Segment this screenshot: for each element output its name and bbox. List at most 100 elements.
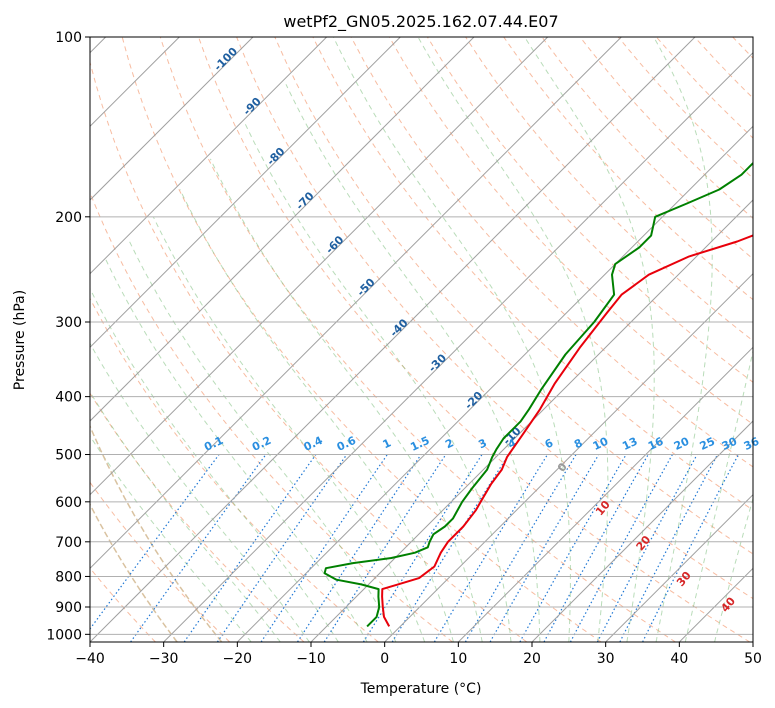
dry-adiabat-line bbox=[90, 297, 379, 642]
mixing-ratio-line bbox=[569, 454, 673, 642]
isotherm-label: -100 bbox=[211, 45, 240, 74]
moist-adiabat-line bbox=[90, 435, 252, 642]
moist-adiabat-line bbox=[332, 37, 571, 642]
mixing-ratio-line bbox=[323, 454, 447, 642]
isotherm-line bbox=[90, 37, 549, 496]
series-group bbox=[323, 161, 753, 628]
moist-adiabat-label: 20 bbox=[634, 533, 654, 553]
isotherm-label: -30 bbox=[426, 351, 449, 374]
mixing-ratio-label: 16 bbox=[646, 435, 666, 453]
y-tick-label: 700 bbox=[55, 535, 82, 551]
isotherm-label: -50 bbox=[354, 275, 377, 298]
isotherm-line bbox=[163, 51, 753, 642]
y-tick-label: 800 bbox=[55, 569, 82, 585]
moist-adiabat-line bbox=[152, 216, 426, 642]
mixing-ratio-label: 0.2 bbox=[250, 434, 273, 454]
mixing-ratio-line bbox=[519, 454, 627, 642]
dry-adiabat-line bbox=[121, 37, 602, 642]
dry-adiabat-line bbox=[0, 37, 7, 642]
dewpoint-profile-line bbox=[323, 161, 753, 628]
mixing-ratio-line bbox=[90, 454, 220, 630]
isotherm-label: -60 bbox=[323, 233, 346, 256]
mixing-ratio-line bbox=[489, 454, 600, 642]
dry-adiabat-line bbox=[90, 567, 156, 642]
moist-adiabat-label: 30 bbox=[674, 569, 694, 589]
grid bbox=[90, 37, 753, 642]
y-tick-label: 500 bbox=[55, 448, 82, 464]
x-tick-label: 50 bbox=[744, 651, 762, 667]
isoline-labels: -100-90-80-70-60-50-40-30-20-100.1 0.2 0.4… bbox=[202, 45, 761, 615]
plot-frame bbox=[89, 36, 754, 643]
isotherm-line bbox=[90, 37, 401, 349]
mixing-ratio-label: 20 bbox=[672, 435, 692, 453]
isotherm-line bbox=[90, 37, 696, 642]
moist-adiabat-line bbox=[209, 158, 483, 642]
dry-adiabat-line bbox=[732, 37, 753, 59]
mixing-ratio-label: 13 bbox=[620, 435, 639, 453]
chart-title: wetPf2_GN05.2025.162.07.44.E07 bbox=[283, 12, 558, 32]
y-tick-label: 200 bbox=[55, 210, 82, 226]
moist-adiabat-line bbox=[90, 342, 310, 642]
moist-adiabat-line bbox=[524, 37, 655, 642]
y-tick-label: 300 bbox=[55, 315, 82, 331]
mixing-ratio-line bbox=[464, 454, 577, 642]
x-tick-label: 40 bbox=[670, 651, 688, 667]
isotherm-line bbox=[678, 567, 753, 642]
isotherm-line bbox=[236, 125, 753, 642]
moist-adiabat-line bbox=[129, 241, 397, 642]
y-tick-label: 600 bbox=[55, 495, 82, 511]
isotherm-line bbox=[90, 37, 254, 201]
isotherm-label: -70 bbox=[293, 189, 316, 212]
isotherm-label: -40 bbox=[387, 316, 410, 339]
mixing-ratio-label: 6 bbox=[543, 436, 556, 451]
isotherm-label: -80 bbox=[264, 145, 287, 168]
mixing-ratio-label: 0.4 bbox=[302, 434, 325, 454]
y-tick-label: 400 bbox=[55, 390, 82, 406]
dry-adiabat-line bbox=[90, 191, 453, 642]
isotherm-line bbox=[752, 641, 753, 642]
moist-adiabat-label: 40 bbox=[718, 594, 738, 614]
dry-adiabat-line bbox=[541, 37, 753, 260]
y-tick-label: 100 bbox=[55, 30, 82, 46]
isotherm-line bbox=[531, 420, 753, 642]
moist-adiabat-line bbox=[653, 37, 713, 642]
mixing-ratio-line bbox=[216, 454, 348, 642]
isotherm-line bbox=[90, 37, 622, 570]
x-tick-label: −10 bbox=[296, 651, 326, 667]
y-tick-label: 900 bbox=[55, 600, 82, 616]
mixing-ratio-line bbox=[260, 454, 388, 642]
mixing-ratio-label: 36 bbox=[742, 435, 762, 453]
mixing-ratio-label: 10 bbox=[591, 435, 611, 453]
isotherm-line bbox=[310, 199, 753, 642]
moist-adiabat-line bbox=[684, 348, 753, 642]
dry-adiabat-line bbox=[426, 37, 753, 383]
isotherm-line bbox=[457, 346, 753, 642]
x-tick-label: −30 bbox=[149, 651, 179, 667]
x-tick-label: −20 bbox=[223, 651, 253, 667]
mixing-ratio-label: 25 bbox=[698, 435, 717, 453]
moist-adiabat-label: 0 bbox=[555, 460, 570, 474]
dry-adiabat-line bbox=[90, 481, 231, 642]
dry-adiabat-line bbox=[90, 60, 528, 642]
mixing-ratio-line bbox=[619, 454, 719, 642]
moist-adiabat-line bbox=[90, 391, 281, 642]
isotherm-label: -90 bbox=[241, 95, 264, 118]
dry-adiabat-line bbox=[388, 37, 753, 425]
background-lines bbox=[0, 37, 753, 642]
x-axis: −40 −30 −20 −10 0 10 20 30 40 50 bbox=[75, 642, 762, 667]
dry-adiabat-line bbox=[274, 37, 753, 555]
mixing-ratio-line bbox=[596, 454, 698, 642]
moist-adiabat-label: 10 bbox=[593, 498, 613, 518]
mixing-ratio-label: 1 bbox=[381, 436, 393, 451]
dry-adiabat-line bbox=[198, 37, 751, 642]
moist-adiabat-line bbox=[285, 84, 541, 642]
moist-adiabat-line bbox=[714, 496, 753, 642]
mixing-ratio-line bbox=[183, 454, 317, 642]
x-tick-label: 10 bbox=[449, 651, 467, 667]
dry-adiabat-line bbox=[236, 37, 753, 600]
curved-reference-line bbox=[90, 424, 223, 642]
isotherm-line bbox=[90, 37, 328, 275]
y-axis: 100 200 300 400 500 600 700 800 900 1000 bbox=[46, 30, 90, 643]
dry-adiabat-line bbox=[465, 37, 753, 342]
